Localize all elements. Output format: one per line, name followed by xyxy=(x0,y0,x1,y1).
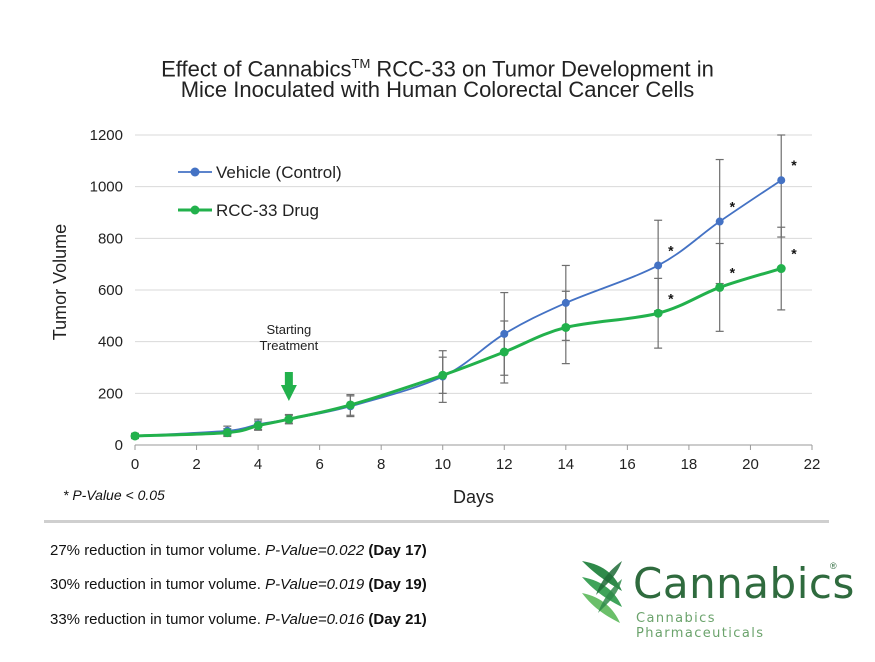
data-point-rcc33 xyxy=(653,308,663,318)
x-tick-label: 4 xyxy=(254,456,262,473)
registered-mark: ® xyxy=(830,561,837,571)
logo-subtitle: Cannabics Pharmaceuticals xyxy=(636,611,765,641)
x-tick-label: 16 xyxy=(619,456,636,473)
data-point-rcc33 xyxy=(561,322,571,332)
x-axis-label: Days xyxy=(453,487,494,507)
data-point-rcc33 xyxy=(776,264,786,274)
data-point-vehicle xyxy=(654,261,663,270)
x-tick-label: 22 xyxy=(804,456,821,473)
series-line-rcc33 xyxy=(134,267,782,438)
data-point-vehicle xyxy=(715,217,724,226)
data-point-vehicle xyxy=(500,329,509,338)
x-tick-label: 10 xyxy=(434,456,451,473)
chart-title-line1: Effect of CannabicsTM RCC-33 on Tumor De… xyxy=(161,56,714,82)
data-point-vehicle xyxy=(561,298,570,307)
y-tick-label: 200 xyxy=(98,385,123,402)
divider xyxy=(44,520,829,523)
logo-wordmark: Cannabics xyxy=(633,559,855,608)
x-tick-label: 6 xyxy=(315,456,323,473)
dna-leaf-icon xyxy=(582,561,622,623)
y-tick-label: 600 xyxy=(98,282,123,299)
chart: 0 200 400 600 800 1000 1200 0 2 4 6 8 10 12 14 16 18 20 22… xyxy=(50,127,821,507)
data-point-rcc33 xyxy=(284,414,294,424)
data-point-rcc33 xyxy=(222,428,232,438)
stat-day-19: 30% reduction in tumor volume. P-Value=0… xyxy=(50,576,427,593)
y-tick-label: 800 xyxy=(98,230,123,247)
treatment-annotation-text: Treatment xyxy=(259,338,318,353)
legend-label-rcc33: RCC-33 Drug xyxy=(216,201,319,220)
x-tick-label: 14 xyxy=(557,456,574,473)
x-tick-label: 2 xyxy=(192,456,200,473)
data-point-rcc33 xyxy=(438,370,448,380)
y-tick-label: 1200 xyxy=(90,127,123,144)
significance-asterisk: * xyxy=(791,157,797,173)
data-point-rcc33 xyxy=(345,400,355,410)
significance-asterisk: * xyxy=(730,264,736,280)
x-tick-label: 20 xyxy=(742,456,759,473)
treatment-arrow-head xyxy=(280,385,297,401)
treatment-arrow-icon xyxy=(284,372,293,386)
legend-marker xyxy=(190,167,200,177)
y-axis-label: Tumor Volume xyxy=(50,224,70,340)
cannabics-logo: Cannabics ® Cannabics Pharmaceuticals xyxy=(578,555,854,641)
data-point-rcc33 xyxy=(499,347,509,357)
stat-day-21: 33% reduction in tumor volume. P-Value=0… xyxy=(50,611,427,628)
significance-asterisk: * xyxy=(668,290,674,306)
legend-label-vehicle: Vehicle (Control) xyxy=(216,163,342,182)
legend-marker xyxy=(190,205,200,215)
x-tick-label: 18 xyxy=(681,456,698,473)
y-tick-label: 400 xyxy=(98,334,123,351)
significance-asterisk: * xyxy=(730,199,736,215)
data-point-rcc33 xyxy=(253,421,263,431)
x-tick-label: 0 xyxy=(131,456,139,473)
x-tick-label: 8 xyxy=(377,456,385,473)
significance-footnote: * P-Value < 0.05 xyxy=(63,487,165,503)
stat-day-17: 27% reduction in tumor volume. P-Value=0… xyxy=(50,542,427,559)
significance-asterisk: * xyxy=(791,246,797,262)
x-tick-label: 12 xyxy=(496,456,513,473)
y-tick-label: 1000 xyxy=(90,179,123,196)
chart-title-line2: Mice Inoculated with Human Colorectal Ca… xyxy=(180,77,695,102)
significance-asterisk: * xyxy=(668,242,674,258)
y-tick-label: 0 xyxy=(115,437,123,454)
data-point-rcc33 xyxy=(715,282,725,292)
data-point-vehicle xyxy=(777,176,786,185)
treatment-annotation-text: Starting xyxy=(266,322,311,337)
data-point-rcc33 xyxy=(130,431,140,441)
